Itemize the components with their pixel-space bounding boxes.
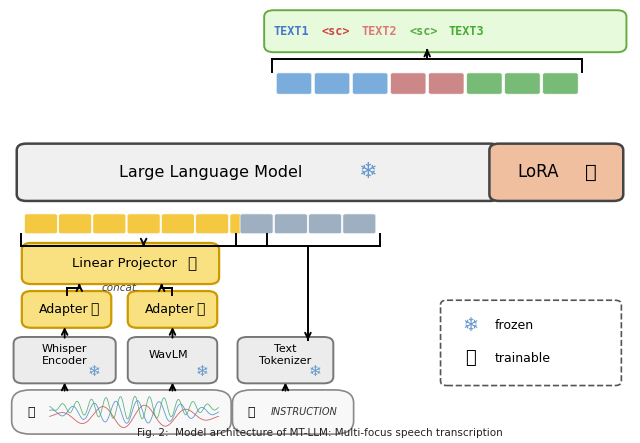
Text: Adapter: Adapter [145,303,195,316]
Text: <sc>: <sc> [322,25,350,38]
FancyBboxPatch shape [161,214,195,234]
FancyBboxPatch shape [467,73,502,94]
FancyBboxPatch shape [504,73,540,94]
FancyBboxPatch shape [490,144,623,201]
Text: TEXT2: TEXT2 [361,25,397,38]
FancyBboxPatch shape [429,73,464,94]
FancyBboxPatch shape [12,390,231,434]
FancyBboxPatch shape [232,390,354,434]
Text: ❄: ❄ [309,364,322,379]
FancyBboxPatch shape [127,214,160,234]
FancyBboxPatch shape [22,291,111,328]
FancyBboxPatch shape [196,214,228,234]
Text: 🔊: 🔊 [27,405,35,419]
Text: Linear Projector: Linear Projector [72,257,177,270]
FancyBboxPatch shape [343,214,376,234]
FancyBboxPatch shape [128,291,217,328]
FancyBboxPatch shape [13,337,116,383]
FancyBboxPatch shape [314,73,350,94]
FancyBboxPatch shape [237,337,333,383]
FancyBboxPatch shape [59,214,92,234]
FancyBboxPatch shape [308,214,342,234]
Text: Adapter: Adapter [39,303,89,316]
Text: ❄: ❄ [195,364,208,379]
Text: ❄: ❄ [88,364,100,379]
FancyBboxPatch shape [230,214,263,234]
Text: Text
Tokenizer: Text Tokenizer [259,344,312,366]
FancyBboxPatch shape [440,300,621,385]
FancyBboxPatch shape [17,144,500,201]
Text: TEXT1: TEXT1 [274,25,309,38]
Text: TEXT3: TEXT3 [448,25,484,38]
Text: 🔥: 🔥 [90,303,99,316]
Text: 🔥: 🔥 [196,303,204,316]
FancyBboxPatch shape [93,214,126,234]
Text: <sc>: <sc> [409,25,438,38]
Text: Fig. 2:  Model architecture of MT-LLM: Multi-focus speech transcription: Fig. 2: Model architecture of MT-LLM: Mu… [137,428,503,438]
Text: 🔥: 🔥 [466,349,476,367]
Text: 🔥: 🔥 [187,256,196,271]
FancyBboxPatch shape [390,73,426,94]
FancyBboxPatch shape [276,73,312,94]
Text: WavLM: WavLM [148,350,188,360]
Text: INSTRUCTION: INSTRUCTION [271,407,337,417]
FancyBboxPatch shape [240,214,273,234]
Text: Large Language Model: Large Language Model [119,165,303,180]
Text: trainable: trainable [495,352,550,365]
Text: concat.: concat. [101,284,140,293]
FancyBboxPatch shape [543,73,578,94]
Text: Whisper
Encoder: Whisper Encoder [42,344,88,366]
FancyBboxPatch shape [24,214,58,234]
Text: 📄: 📄 [248,405,255,419]
FancyBboxPatch shape [22,243,219,284]
Text: ❄: ❄ [463,316,479,335]
Text: frozen: frozen [495,319,534,332]
FancyBboxPatch shape [275,214,307,234]
Text: LoRA: LoRA [517,163,559,181]
FancyBboxPatch shape [353,73,388,94]
FancyBboxPatch shape [128,337,217,383]
FancyBboxPatch shape [264,10,627,52]
Text: ❄: ❄ [358,162,376,182]
Text: 🔥: 🔥 [585,163,597,182]
